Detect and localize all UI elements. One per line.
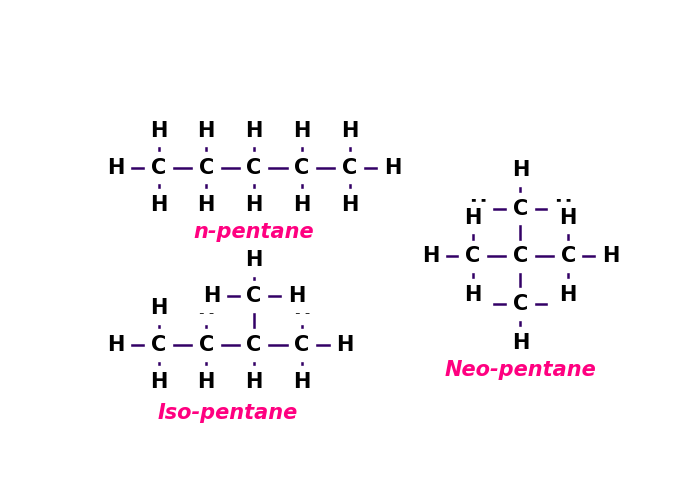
Text: H: H (245, 372, 262, 392)
Text: H: H (245, 250, 262, 270)
Text: C: C (342, 158, 357, 178)
Text: H: H (559, 208, 577, 228)
Text: H: H (341, 121, 358, 141)
Text: C: C (151, 335, 166, 355)
Text: C: C (246, 158, 262, 178)
Text: H: H (293, 121, 311, 141)
Text: C: C (199, 158, 214, 178)
Text: H: H (197, 121, 215, 141)
Text: H: H (197, 372, 215, 392)
Text: C: C (151, 158, 166, 178)
Text: H: H (245, 121, 262, 141)
Text: H: H (421, 246, 439, 266)
Text: H: H (106, 158, 124, 178)
Text: H: H (554, 198, 571, 218)
Text: H: H (197, 195, 215, 215)
Text: H: H (464, 208, 482, 228)
Text: Iso-pentane: Iso-pentane (158, 402, 298, 422)
Text: H: H (470, 198, 486, 218)
Text: H: H (197, 298, 215, 318)
Text: C: C (513, 198, 528, 218)
Text: H: H (150, 298, 167, 318)
Text: C: C (513, 294, 528, 314)
Text: H: H (602, 246, 620, 266)
Text: H: H (150, 121, 167, 141)
Text: C: C (246, 286, 262, 306)
Text: H: H (554, 294, 571, 314)
Text: C: C (561, 246, 576, 266)
Text: H: H (464, 285, 482, 305)
Text: C: C (465, 246, 480, 266)
Text: H: H (559, 285, 577, 305)
Text: C: C (199, 335, 214, 355)
Text: H: H (203, 286, 220, 306)
Text: H: H (512, 332, 529, 352)
Text: H: H (293, 298, 311, 318)
Text: C: C (513, 246, 528, 266)
Text: C: C (294, 335, 309, 355)
Text: H: H (245, 195, 262, 215)
Text: H: H (512, 160, 529, 180)
Text: H: H (150, 372, 167, 392)
Text: H: H (470, 294, 486, 314)
Text: H: H (288, 286, 305, 306)
Text: H: H (341, 195, 358, 215)
Text: C: C (294, 158, 309, 178)
Text: H: H (150, 195, 167, 215)
Text: H: H (293, 195, 311, 215)
Text: n-pentane: n-pentane (194, 222, 314, 242)
Text: C: C (246, 335, 262, 355)
Text: Neo-pentane: Neo-pentane (444, 360, 596, 380)
Text: H: H (336, 335, 354, 355)
Text: H: H (106, 335, 124, 355)
Text: H: H (293, 372, 311, 392)
Text: H: H (384, 158, 401, 178)
